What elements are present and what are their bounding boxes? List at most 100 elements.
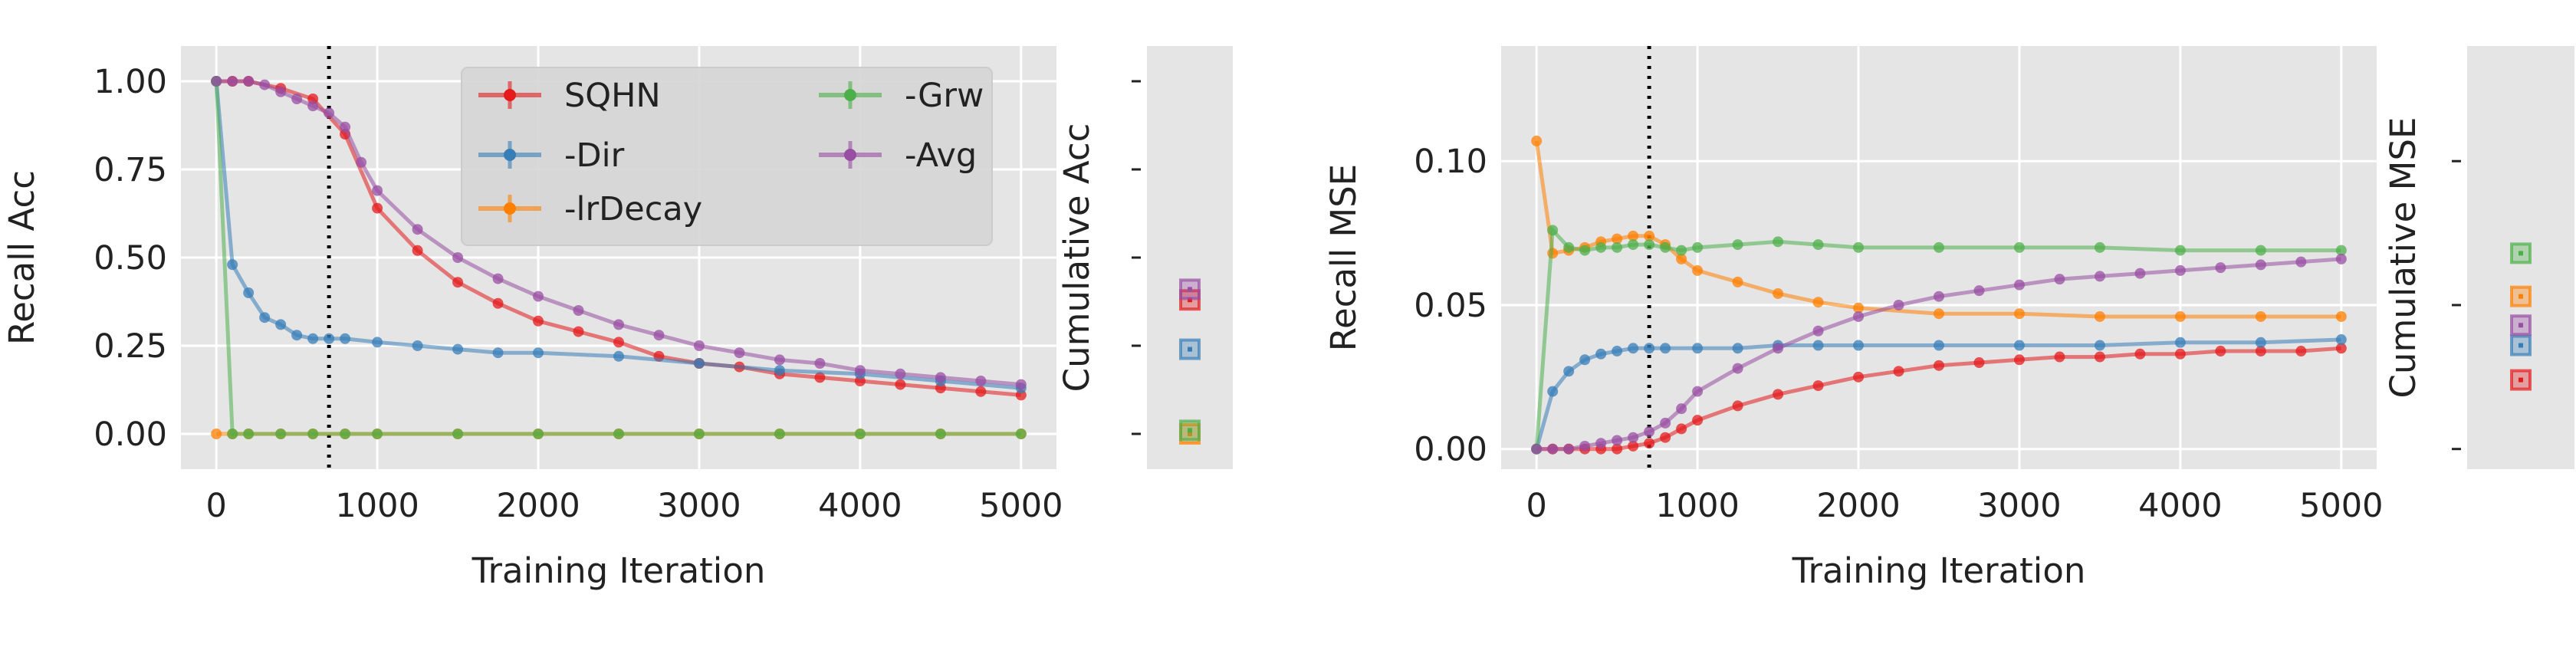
mse-point-sqhn [1732, 400, 1743, 412]
mse-point-avg [1676, 403, 1687, 415]
mse-point-lrdecay [2013, 308, 2025, 320]
acc-xtick-label: 1000 [335, 487, 419, 525]
mse-point-dir [2013, 340, 2025, 351]
acc-xtick-label: 4000 [818, 487, 902, 525]
mse-cumulative-center-dir [2518, 343, 2523, 348]
mse-point-lrdecay [2094, 310, 2105, 322]
acc-cumulative-marker-dir [1179, 338, 1201, 360]
mse-point-sqhn [1812, 380, 1824, 392]
acc-ytick-label: 0.00 [94, 415, 167, 454]
mse-point-grw [1812, 239, 1824, 251]
legend-box [461, 67, 993, 246]
mse-point-dir [1732, 343, 1743, 354]
mse-point-grw [1934, 241, 1944, 253]
mse-point-dir [1628, 343, 1639, 354]
legend-swatch-marker [504, 202, 516, 215]
recall-acc-xlabel: Training Iteration [472, 550, 766, 591]
acc-point-dir [452, 343, 464, 355]
legend-swatch-marker [504, 149, 516, 161]
legend-label: -lrDecay [564, 190, 702, 228]
mse-point-avg [1595, 438, 1607, 449]
mse-point-grw [1563, 241, 1575, 253]
mse-point-lrdecay [1531, 135, 1543, 146]
legend-swatch-marker [844, 89, 856, 101]
acc-point-avg [1015, 379, 1027, 390]
acc-ytick-label: 0.75 [94, 151, 167, 189]
cumulative-acc-ticks [1132, 80, 1141, 435]
acc-xtick-label: 3000 [657, 487, 741, 525]
mse-point-lrdecay [1644, 230, 1655, 241]
mse-point-lrdecay [1676, 253, 1687, 264]
mse-point-avg [2094, 271, 2105, 282]
mse-point-lrdecay [1812, 297, 1824, 308]
acc-xtick-label: 5000 [979, 487, 1063, 525]
mse-point-avg [1973, 285, 1985, 297]
mse-point-avg [1660, 417, 1671, 429]
mse-point-sqhn [2255, 346, 2266, 357]
legend-swatch-marker [844, 149, 856, 161]
mse-xtick-label: 1000 [1655, 487, 1739, 525]
legend-swatch-marker [504, 89, 516, 101]
acc-point-avg [814, 358, 826, 369]
mse-point-grw [2255, 245, 2266, 256]
mse-point-sqhn [1893, 366, 1904, 377]
cumulative-acc-markers [1179, 278, 1201, 445]
mse-point-grw [1732, 239, 1743, 251]
recall-mse-series-layer [1531, 135, 2347, 455]
mse-xtick-label: 0 [1526, 487, 1547, 525]
mse-ytick-label: 0.00 [1414, 431, 1487, 469]
acc-point-avg [734, 347, 745, 359]
mse-point-dir [1812, 340, 1824, 351]
mse-point-avg [1934, 291, 1944, 302]
legend: SQHN -Dir -lrDecay -Grw -Avg [461, 67, 993, 246]
mse-point-avg [1692, 386, 1704, 397]
mse-cumulative-center-lrdecay [2518, 294, 2523, 299]
acc-point-dir [243, 287, 255, 298]
acc-point-dir [372, 337, 383, 348]
mse-point-dir [2174, 337, 2186, 348]
acc-point-sqhn [452, 277, 464, 288]
mse-point-lrdecay [1612, 233, 1623, 245]
mse-point-sqhn [1773, 389, 1784, 400]
mse-point-lrdecay [1732, 276, 1743, 287]
acc-point-avg [895, 368, 906, 379]
mse-cumulative-center-avg [2518, 323, 2523, 328]
acc-point-sqhn [412, 245, 423, 256]
mse-point-lrdecay [2335, 310, 2347, 322]
mse-point-sqhn [1676, 423, 1687, 435]
acc-ytick-label: 1.00 [94, 63, 167, 101]
acc-point-avg [412, 224, 423, 235]
mse-point-grw [1692, 241, 1704, 253]
mse-point-grw [1644, 239, 1655, 251]
acc-point-dir [340, 333, 351, 344]
mse-point-sqhn [1934, 360, 1944, 371]
acc-point-avg [324, 107, 335, 119]
mse-point-sqhn [1692, 415, 1704, 426]
mse-point-grw [1579, 245, 1591, 256]
acc-point-grw [613, 429, 624, 439]
legend-label: -Dir [564, 136, 625, 175]
mse-point-grw [1660, 241, 1671, 253]
acc-point-dir [307, 333, 319, 344]
mse-point-avg [1563, 443, 1575, 455]
mse-cumulative-marker-lrdecay [2510, 285, 2532, 307]
mse-point-dir [1644, 343, 1655, 354]
acc-point-avg [307, 100, 319, 112]
recall-acc-y-ticks: 0.00 0.25 0.50 0.75 1.00 [94, 63, 167, 454]
acc-point-avg [975, 376, 987, 386]
acc-point-dir [324, 333, 335, 344]
mse-point-lrdecay [1773, 287, 1784, 299]
mse-point-avg [2215, 262, 2226, 274]
mse-point-sqhn [2134, 348, 2146, 360]
mse-point-lrdecay [1628, 230, 1639, 241]
acc-cumulative-center-avg [1188, 287, 1192, 292]
acc-point-grw [774, 429, 785, 439]
acc-point-grw [693, 429, 705, 439]
acc-point-dir [412, 340, 423, 351]
acc-point-avg [693, 340, 705, 351]
acc-point-sqhn [372, 202, 383, 214]
acc-point-grw [227, 429, 238, 439]
mse-point-grw [2013, 241, 2025, 253]
mse-point-avg [2335, 253, 2347, 264]
acc-point-dir [227, 259, 238, 271]
